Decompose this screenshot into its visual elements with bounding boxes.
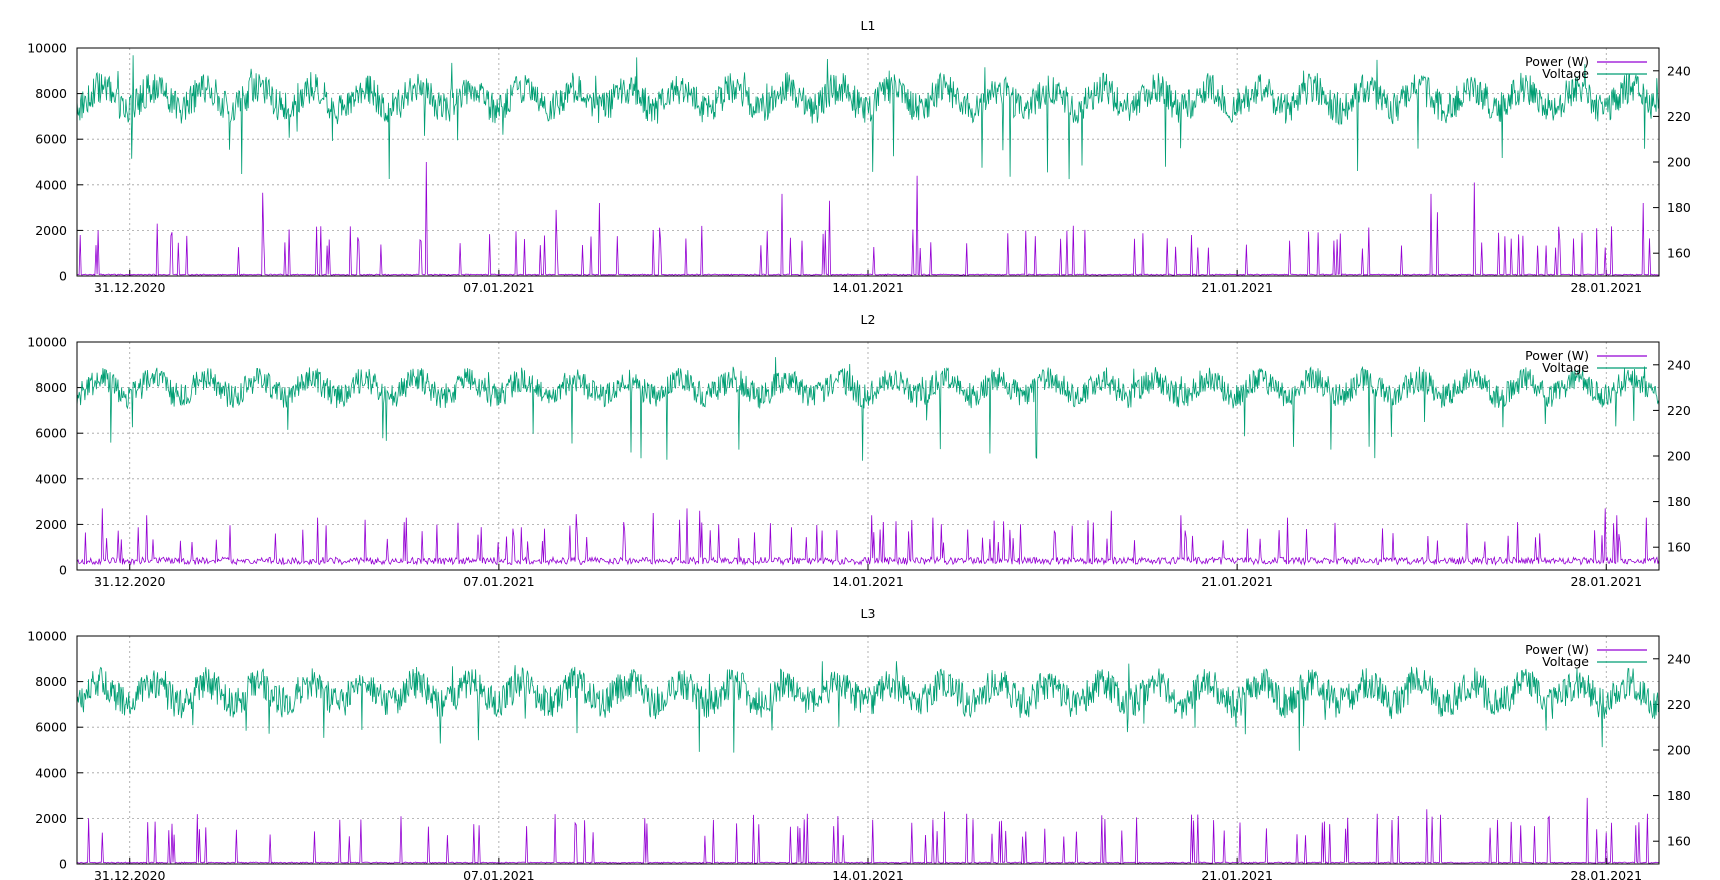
y-left-tick-label: 4000 xyxy=(35,765,67,780)
y-right-tick-label: 200 xyxy=(1667,155,1691,170)
y-left-tick-label: 8000 xyxy=(35,380,67,395)
x-tick-label: 07.01.2021 xyxy=(463,868,535,880)
x-tick-label: 31.12.2020 xyxy=(94,868,166,880)
y-right-tick-label: 220 xyxy=(1667,109,1691,124)
x-tick-label: 21.01.2021 xyxy=(1201,574,1273,589)
power-series-line xyxy=(76,508,1660,566)
y-left-tick-label: 10000 xyxy=(27,335,67,350)
voltage-series-line xyxy=(76,357,1660,461)
y-right-tick-label: 180 xyxy=(1667,494,1691,509)
plot-frame xyxy=(76,341,1660,571)
y-right-tick-label: 200 xyxy=(1667,449,1691,464)
x-tick-label: 31.12.2020 xyxy=(94,280,166,295)
legend-label-voltage: Voltage xyxy=(1542,66,1589,81)
x-tick-label: 28.01.2021 xyxy=(1570,868,1642,880)
voltage-series-line xyxy=(76,661,1660,753)
y-right-tick-label: 160 xyxy=(1667,246,1691,261)
legend-label-power: Power (W) xyxy=(1525,54,1589,69)
y-left-tick-label: 10000 xyxy=(27,41,67,56)
voltage-series-line xyxy=(76,55,1660,180)
x-tick-label: 14.01.2021 xyxy=(832,868,904,880)
y-left-tick-label: 4000 xyxy=(35,471,67,486)
power-series-line xyxy=(77,161,1660,277)
legend-label-voltage: Voltage xyxy=(1542,654,1589,669)
y-right-tick-label: 220 xyxy=(1667,697,1691,712)
plot-frame xyxy=(76,635,1660,865)
y-left-tick-label: 6000 xyxy=(35,132,67,147)
y-right-tick-label: 220 xyxy=(1667,403,1691,418)
x-tick-label: 07.01.2021 xyxy=(463,574,535,589)
x-tick-label: 07.01.2021 xyxy=(463,280,535,295)
panel-title: L1 xyxy=(861,18,876,33)
y-right-tick-label: 160 xyxy=(1667,834,1691,849)
y-left-tick-label: 0 xyxy=(59,269,67,284)
plot-frame xyxy=(76,47,1660,277)
y-left-tick-label: 2000 xyxy=(35,811,67,826)
panel-l1: L1 0 2000 4000 6000 8000 10000 160 180 200 220 240 3… xyxy=(27,18,1691,295)
y-left-tick-label: 2000 xyxy=(35,517,67,532)
legend-label-power: Power (W) xyxy=(1525,348,1589,363)
y-right-tick-label: 180 xyxy=(1667,788,1691,803)
y-right-tick-label: 240 xyxy=(1667,651,1691,666)
y-right-tick-label: 160 xyxy=(1667,540,1691,555)
y-right-tick-label: 240 xyxy=(1667,357,1691,372)
y-left-tick-label: 4000 xyxy=(35,177,67,192)
x-tick-label: 14.01.2021 xyxy=(832,280,904,295)
y-left-tick-label: 10000 xyxy=(27,629,67,644)
legend-label-power: Power (W) xyxy=(1525,642,1589,657)
y-left-tick-label: 6000 xyxy=(35,720,67,735)
panel-title: L2 xyxy=(861,312,876,327)
x-tick-label: 21.01.2021 xyxy=(1201,280,1273,295)
y-left-tick-label: 2000 xyxy=(35,223,67,238)
power-series-line xyxy=(76,797,1660,865)
x-tick-label: 28.01.2021 xyxy=(1570,574,1642,589)
y-right-tick-label: 200 xyxy=(1667,743,1691,758)
y-left-tick-label: 0 xyxy=(59,857,67,872)
y-left-tick-label: 6000 xyxy=(35,426,67,441)
x-tick-label: 21.01.2021 xyxy=(1201,868,1273,880)
panel-title: L3 xyxy=(861,606,876,621)
y-left-tick-label: 8000 xyxy=(35,86,67,101)
panel-l2: L2 0 2000 4000 6000 8000 10000 160 180 200 220 240 3… xyxy=(27,312,1691,589)
y-left-tick-label: 8000 xyxy=(35,674,67,689)
y-right-tick-label: 180 xyxy=(1667,200,1691,215)
x-tick-label: 14.01.2021 xyxy=(832,574,904,589)
y-left-tick-label: 0 xyxy=(59,563,67,578)
x-tick-label: 31.12.2020 xyxy=(94,574,166,589)
x-tick-label: 28.01.2021 xyxy=(1570,280,1642,295)
y-right-tick-label: 240 xyxy=(1667,63,1691,78)
legend-label-voltage: Voltage xyxy=(1542,360,1589,375)
panel-l3: L3 0 2000 4000 6000 8000 10000 160 180 200 220 240 3… xyxy=(27,606,1691,880)
